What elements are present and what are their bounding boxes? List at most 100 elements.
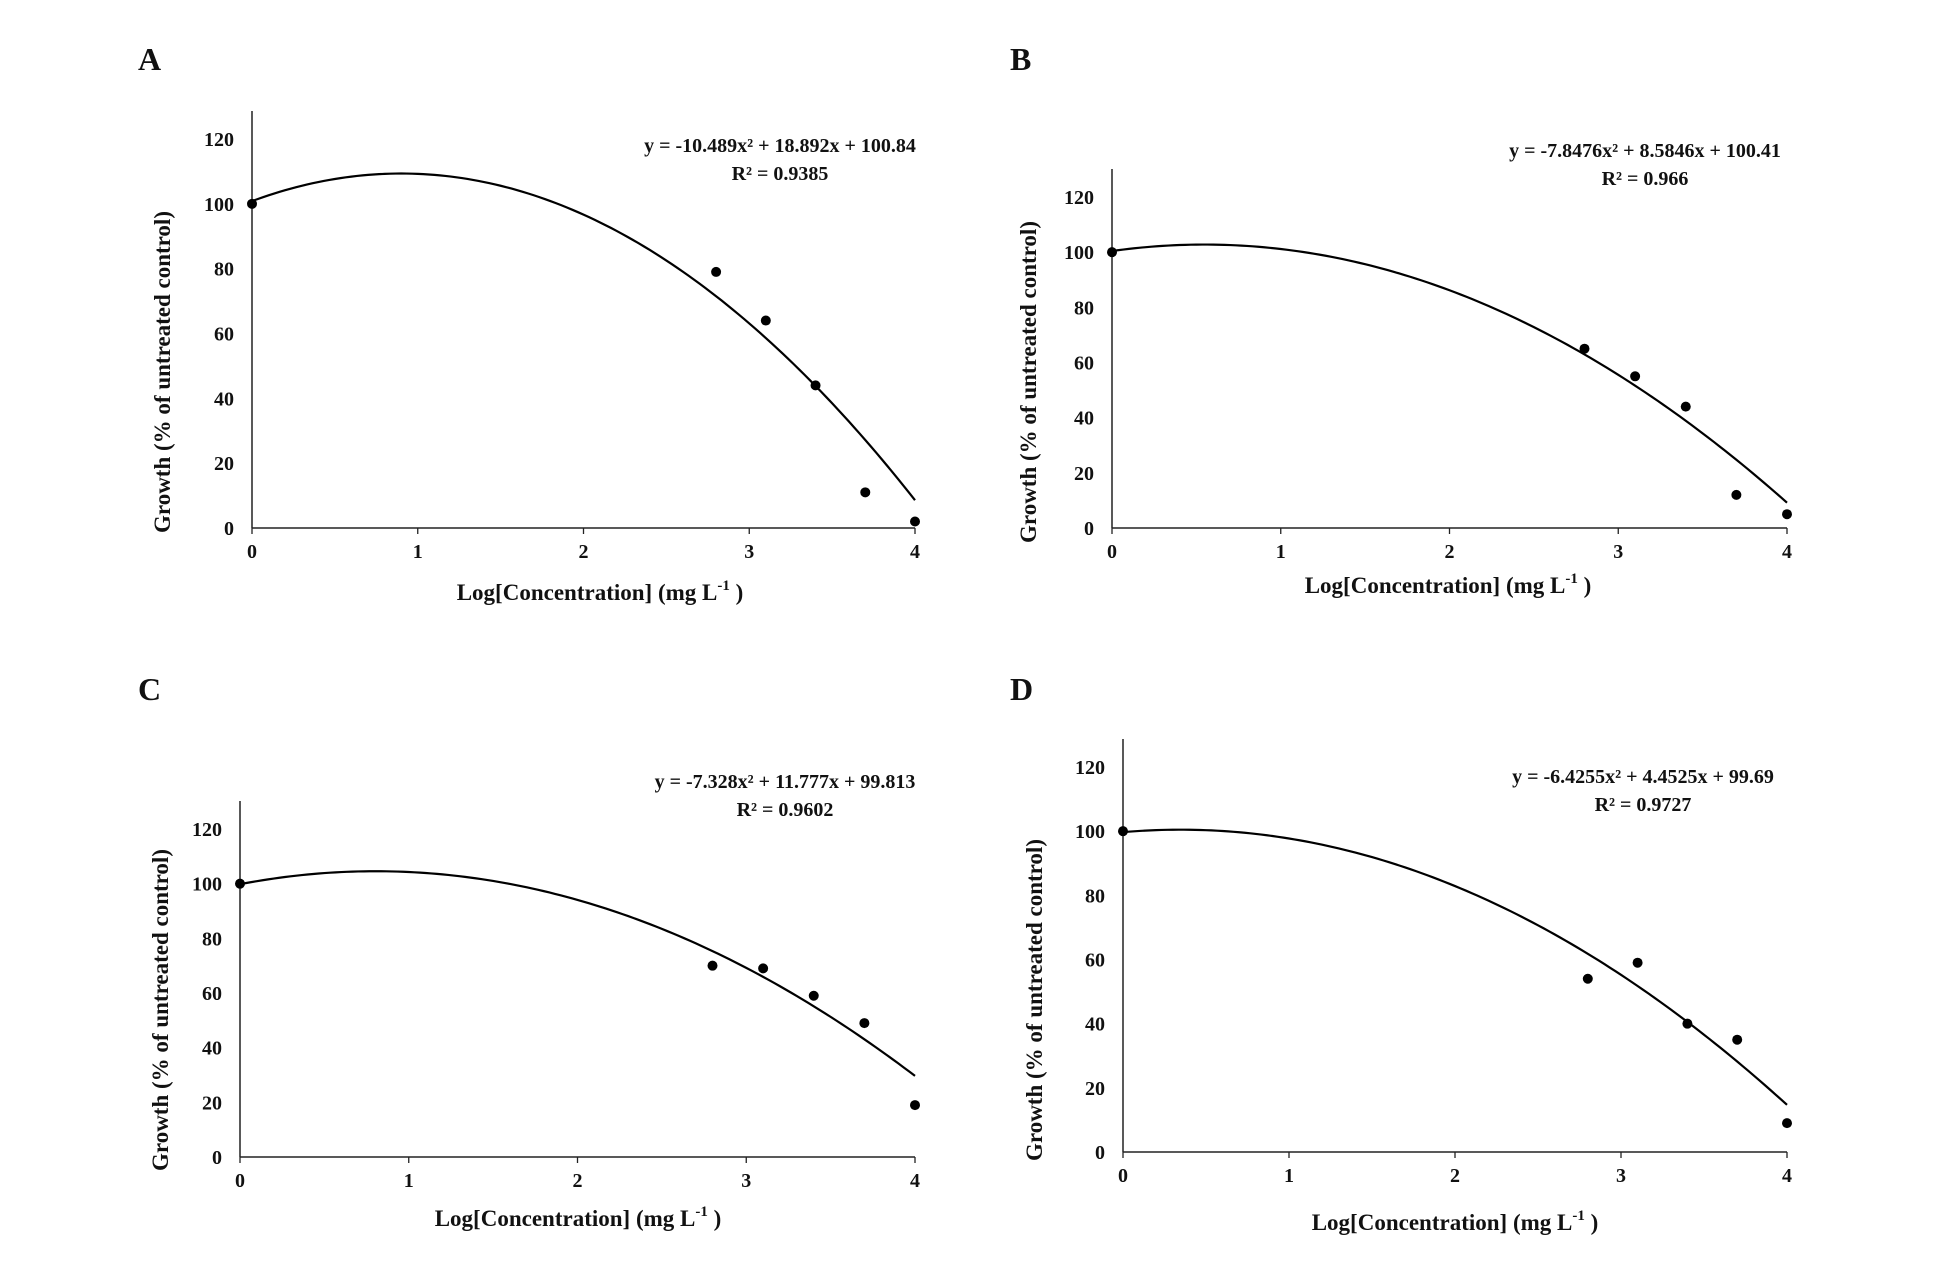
data-point	[758, 963, 769, 974]
y-tick-label: 40	[202, 1038, 222, 1060]
x-axis-label: Log[Concentration] (mg L-1 )	[435, 1204, 722, 1231]
y-tick-label: 20	[202, 1092, 222, 1114]
panel-letter: C	[138, 671, 161, 707]
y-tick-label: 60	[214, 324, 234, 346]
y-axis-label: Growth (% of untreated control)	[1016, 221, 1041, 543]
data-point	[910, 1100, 920, 1111]
x-tick-label: 0	[247, 541, 257, 563]
trendline-curve	[251, 172, 916, 501]
x-tick-label: 0	[1118, 1165, 1128, 1187]
r-squared-label: R² = 0.9727	[1595, 794, 1692, 816]
data-point	[1782, 509, 1792, 520]
data-point	[1630, 371, 1641, 382]
x-tick-label: 3	[741, 1170, 751, 1192]
y-tick-label: 20	[1074, 463, 1094, 485]
y-axis-label: Growth (% of untreated control)	[150, 211, 175, 533]
data-point	[1782, 1118, 1792, 1129]
data-point	[1632, 957, 1643, 968]
x-tick-label: 4	[1782, 541, 1792, 563]
trendline-equation: y = -10.489x² + 18.892x + 100.84	[644, 135, 916, 157]
data-point	[810, 380, 821, 391]
x-tick-label: 3	[1613, 541, 1623, 563]
data-point	[859, 1018, 870, 1029]
trendline-curve	[1111, 243, 1788, 504]
panel-letter: D	[1010, 671, 1033, 707]
y-axis-label: Growth (% of untreated control)	[148, 849, 173, 1171]
y-tick-label: 80	[1085, 885, 1105, 907]
y-tick-label: 20	[214, 453, 234, 475]
y-tick-label: 40	[214, 388, 234, 410]
panel-letter: B	[1010, 41, 1031, 77]
y-tick-label: 40	[1085, 1014, 1105, 1036]
y-tick-label: 60	[202, 983, 222, 1005]
data-point	[1731, 489, 1742, 500]
trendline-equation: y = -6.4255x² + 4.4525x + 99.69	[1512, 766, 1774, 788]
data-point	[910, 516, 920, 527]
x-tick-label: 3	[744, 541, 754, 563]
y-tick-label: 100	[1075, 821, 1105, 843]
x-axis-label: Log[Concentration] (mg L-1 )	[1305, 571, 1592, 598]
x-axis-label: Log[Concentration] (mg L-1 )	[457, 578, 744, 605]
r-squared-label: R² = 0.9602	[737, 799, 834, 821]
x-tick-label: 0	[235, 1170, 245, 1192]
trendline-curve	[1122, 828, 1788, 1106]
x-tick-label: 2	[1450, 1165, 1460, 1187]
x-tick-label: 1	[413, 541, 423, 563]
y-tick-label: 100	[192, 874, 222, 896]
y-tick-label: 60	[1074, 353, 1094, 375]
y-tick-label: 20	[1085, 1078, 1105, 1100]
data-point	[1118, 826, 1128, 837]
data-point	[247, 198, 257, 209]
x-tick-label: 0	[1107, 541, 1117, 563]
data-point	[1107, 247, 1117, 258]
data-point	[1680, 401, 1691, 412]
x-tick-label: 2	[579, 541, 589, 563]
y-tick-label: 0	[224, 518, 234, 540]
y-axis-label: Growth (% of untreated control)	[1022, 839, 1047, 1161]
x-tick-label: 1	[1276, 541, 1286, 563]
trendline-equation: y = -7.8476x² + 8.5846x + 100.41	[1509, 140, 1781, 162]
x-tick-label: 2	[1445, 541, 1455, 563]
data-point	[808, 990, 819, 1001]
x-axis-label: Log[Concentration] (mg L-1 )	[1312, 1208, 1599, 1235]
x-tick-label: 4	[910, 1170, 920, 1192]
data-point	[711, 266, 722, 277]
y-tick-label: 120	[204, 129, 234, 151]
y-tick-label: 0	[1084, 518, 1094, 540]
y-tick-label: 0	[1095, 1142, 1105, 1164]
trendline-curve	[239, 870, 916, 1077]
panel-letter: A	[138, 41, 161, 77]
y-tick-label: 80	[1074, 297, 1094, 319]
y-tick-label: 40	[1074, 408, 1094, 430]
y-tick-label: 100	[1064, 242, 1094, 264]
data-point	[1732, 1034, 1743, 1045]
x-tick-label: 3	[1616, 1165, 1626, 1187]
y-tick-label: 120	[1075, 757, 1105, 779]
data-point	[760, 315, 771, 326]
y-tick-label: 100	[204, 194, 234, 216]
r-squared-label: R² = 0.966	[1602, 168, 1689, 190]
y-tick-label: 0	[212, 1147, 222, 1169]
x-tick-label: 4	[1782, 1165, 1792, 1187]
x-tick-label: 1	[1284, 1165, 1294, 1187]
data-point	[1582, 973, 1593, 984]
y-tick-label: 120	[192, 819, 222, 841]
data-point	[1579, 343, 1590, 354]
y-tick-label: 120	[1064, 187, 1094, 209]
x-tick-label: 2	[573, 1170, 583, 1192]
trendline-equation: y = -7.328x² + 11.777x + 99.813	[655, 771, 916, 793]
data-point	[235, 878, 245, 889]
x-tick-label: 1	[404, 1170, 414, 1192]
r-squared-label: R² = 0.9385	[732, 163, 829, 185]
y-tick-label: 80	[214, 259, 234, 281]
data-point	[707, 960, 718, 971]
y-tick-label: 60	[1085, 950, 1105, 972]
data-point	[860, 487, 871, 498]
data-point	[1682, 1018, 1693, 1029]
x-tick-label: 4	[910, 541, 920, 563]
y-tick-label: 80	[202, 928, 222, 950]
